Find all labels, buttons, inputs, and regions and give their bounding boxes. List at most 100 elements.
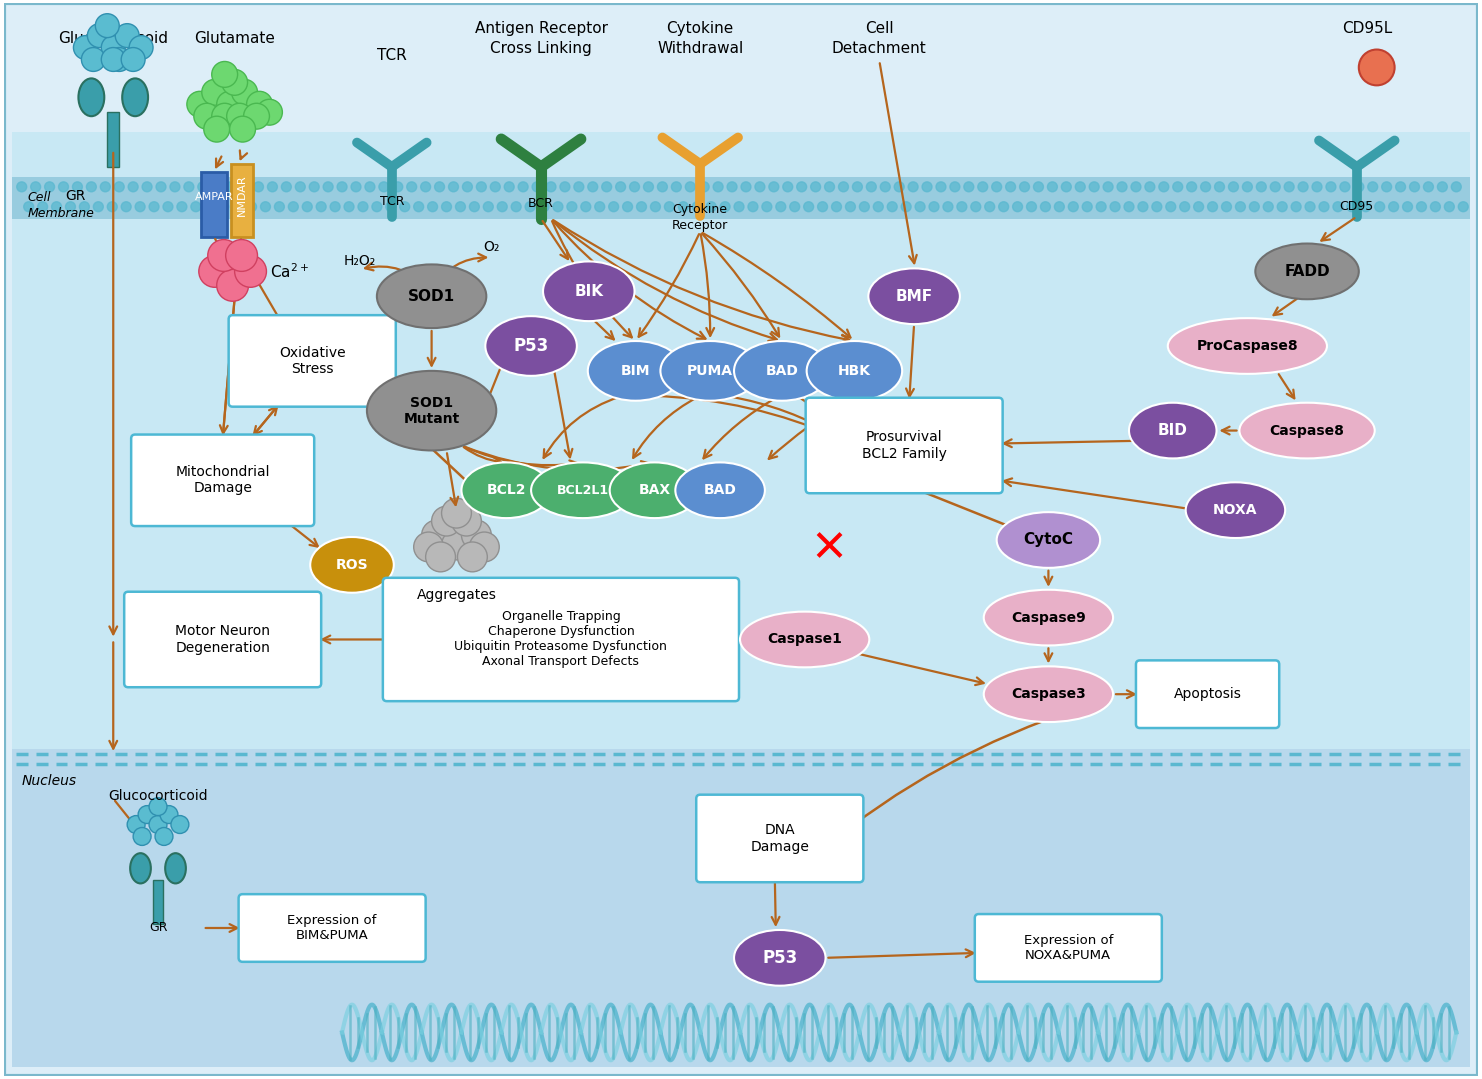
Circle shape <box>483 202 494 211</box>
Text: GR: GR <box>148 921 167 934</box>
Circle shape <box>1312 182 1322 192</box>
Circle shape <box>86 182 96 192</box>
Circle shape <box>156 182 166 192</box>
Text: Aggregates: Aggregates <box>416 588 496 602</box>
Circle shape <box>1409 182 1420 192</box>
Circle shape <box>1263 202 1273 211</box>
Circle shape <box>685 182 695 192</box>
Circle shape <box>929 202 940 211</box>
Circle shape <box>1291 202 1301 211</box>
Circle shape <box>246 202 256 211</box>
Circle shape <box>170 816 188 833</box>
Circle shape <box>261 202 270 211</box>
Circle shape <box>205 117 230 142</box>
Circle shape <box>831 202 842 211</box>
Text: AMPAR: AMPAR <box>194 192 233 202</box>
Text: NMDAR: NMDAR <box>237 174 246 216</box>
Ellipse shape <box>376 264 486 328</box>
Circle shape <box>860 202 870 211</box>
Circle shape <box>413 532 443 562</box>
Circle shape <box>602 182 612 192</box>
Circle shape <box>1332 202 1343 211</box>
Circle shape <box>194 104 219 129</box>
Bar <box>231 164 252 236</box>
Circle shape <box>637 202 646 211</box>
Circle shape <box>1172 182 1183 192</box>
Circle shape <box>133 828 151 846</box>
Text: DNA
Damage: DNA Damage <box>750 823 809 853</box>
Text: SOD1: SOD1 <box>408 289 455 304</box>
Circle shape <box>400 202 409 211</box>
Circle shape <box>1306 202 1315 211</box>
Text: P53: P53 <box>762 948 797 967</box>
Circle shape <box>205 202 215 211</box>
Circle shape <box>845 202 855 211</box>
Circle shape <box>1277 202 1288 211</box>
Circle shape <box>150 816 167 833</box>
Circle shape <box>803 202 814 211</box>
Circle shape <box>1221 202 1232 211</box>
Text: Expression of
NOXA&PUMA: Expression of NOXA&PUMA <box>1024 934 1113 961</box>
Text: TCR: TCR <box>379 195 405 208</box>
Circle shape <box>1215 182 1224 192</box>
Circle shape <box>246 92 273 118</box>
Circle shape <box>1402 202 1412 211</box>
Text: Glutamate: Glutamate <box>194 30 276 45</box>
Circle shape <box>1326 182 1335 192</box>
Text: BIM: BIM <box>621 364 651 378</box>
Circle shape <box>622 202 633 211</box>
Circle shape <box>1006 182 1015 192</box>
Circle shape <box>720 202 731 211</box>
Circle shape <box>754 182 765 192</box>
Circle shape <box>811 182 821 192</box>
Circle shape <box>413 202 424 211</box>
Circle shape <box>127 816 145 833</box>
Circle shape <box>1069 202 1079 211</box>
Circle shape <box>1242 182 1252 192</box>
Circle shape <box>93 202 104 211</box>
Circle shape <box>658 182 667 192</box>
Circle shape <box>762 202 772 211</box>
Circle shape <box>713 182 723 192</box>
Ellipse shape <box>984 667 1113 722</box>
Circle shape <box>581 202 591 211</box>
Circle shape <box>1180 202 1190 211</box>
Circle shape <box>1381 182 1392 192</box>
Circle shape <box>142 182 153 192</box>
Circle shape <box>316 202 326 211</box>
Circle shape <box>421 182 431 192</box>
Circle shape <box>330 202 339 211</box>
Circle shape <box>216 92 243 118</box>
Circle shape <box>1355 182 1363 192</box>
FancyBboxPatch shape <box>228 315 396 407</box>
Text: NOXA: NOXA <box>1214 503 1258 517</box>
Text: BID: BID <box>1157 423 1187 438</box>
Circle shape <box>1020 182 1030 192</box>
Text: O₂: O₂ <box>483 240 499 254</box>
Circle shape <box>442 498 471 528</box>
Circle shape <box>428 202 437 211</box>
Ellipse shape <box>868 269 960 324</box>
Circle shape <box>1131 182 1141 192</box>
Circle shape <box>679 202 688 211</box>
Circle shape <box>1123 202 1134 211</box>
Circle shape <box>202 80 228 106</box>
Circle shape <box>101 36 124 59</box>
FancyBboxPatch shape <box>239 894 425 961</box>
Ellipse shape <box>79 79 104 117</box>
Ellipse shape <box>734 341 830 400</box>
Circle shape <box>1438 182 1448 192</box>
Text: Caspase1: Caspase1 <box>768 632 842 646</box>
Circle shape <box>231 80 258 106</box>
Bar <box>107 112 119 167</box>
Ellipse shape <box>1168 318 1326 373</box>
Circle shape <box>219 202 228 211</box>
Circle shape <box>359 202 368 211</box>
Text: PUMA: PUMA <box>688 364 734 378</box>
Circle shape <box>748 202 757 211</box>
Circle shape <box>873 202 883 211</box>
Circle shape <box>630 182 640 192</box>
Circle shape <box>127 182 138 192</box>
Circle shape <box>782 182 793 192</box>
Circle shape <box>852 182 863 192</box>
